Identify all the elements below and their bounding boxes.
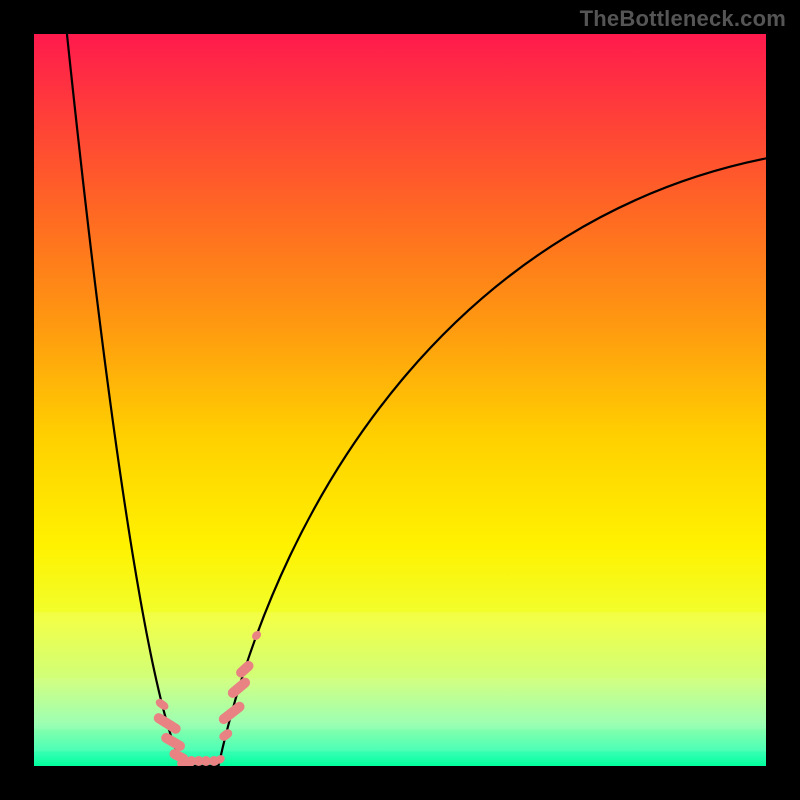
plot-area (34, 34, 766, 766)
highlight-band (34, 678, 766, 729)
highlight-band (34, 729, 766, 751)
figure-frame: TheBottleneck.com (0, 0, 800, 800)
watermark-text: TheBottleneck.com (580, 6, 786, 32)
plot-svg (34, 34, 766, 766)
